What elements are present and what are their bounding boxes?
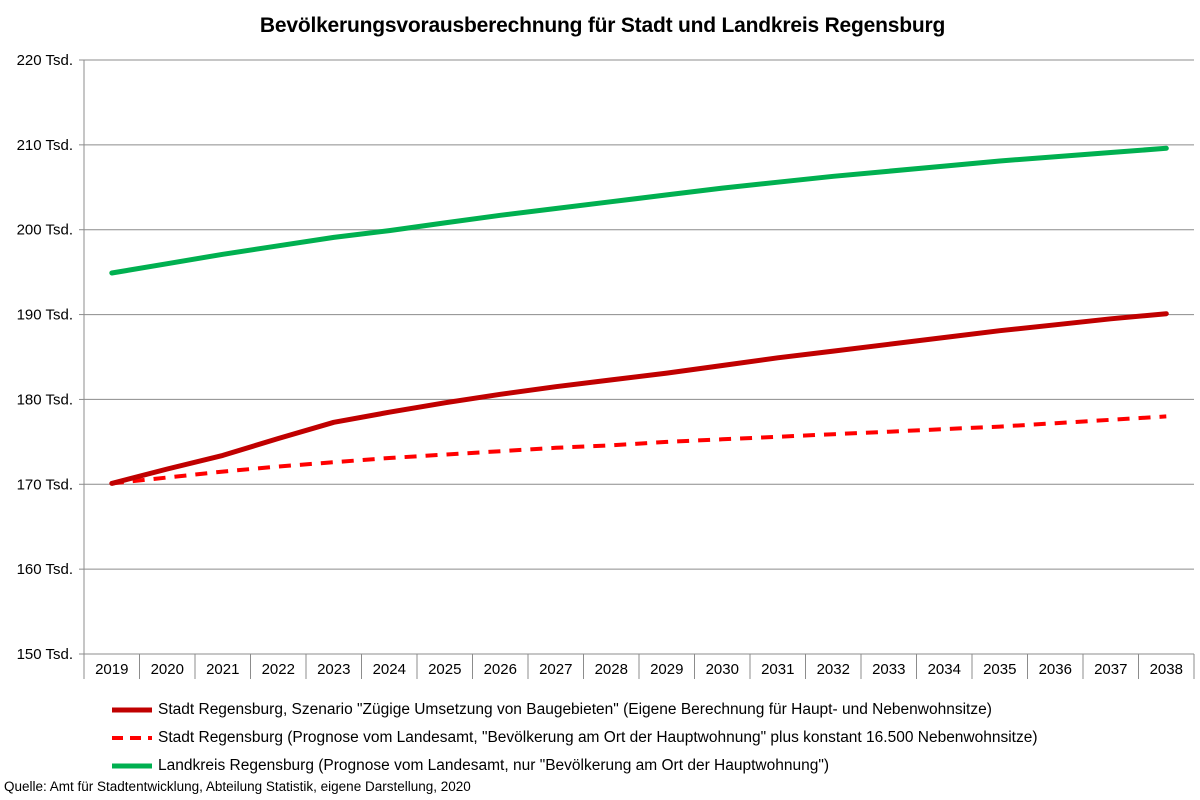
x-tick-label: 2033	[872, 661, 905, 678]
x-tick-label: 2035	[983, 661, 1016, 678]
x-tick-label: 2038	[1150, 661, 1183, 678]
x-tick-label: 2022	[262, 661, 295, 678]
x-tick-label: 2026	[484, 661, 517, 678]
x-tick-label: 2023	[317, 661, 350, 678]
x-tick-label: 2029	[650, 661, 683, 678]
x-tick-label: 2027	[539, 661, 572, 678]
series-line-1	[111, 414, 1167, 486]
x-tick-label: 2030	[706, 661, 739, 678]
legend-line-dashed-red	[112, 736, 152, 740]
y-tick-label: 150 Tsd.	[17, 646, 73, 663]
x-tick-label: 2021	[206, 661, 239, 678]
y-tick-label: 190 Tsd.	[17, 307, 73, 324]
y-tick-label: 210 Tsd.	[17, 137, 73, 154]
x-tick-label: 2034	[928, 661, 961, 678]
legend-label: Landkreis Regensburg (Prognose vom Lande…	[158, 757, 829, 774]
series-lines	[109, 145, 1169, 486]
series-line-2	[109, 145, 1169, 276]
y-tick-label: 180 Tsd.	[17, 391, 73, 408]
x-tick-label: 2037	[1094, 661, 1127, 678]
x-tick-label: 2036	[1039, 661, 1072, 678]
x-tick-label: 2025	[428, 661, 461, 678]
source-note: Quelle: Amt für Stadtentwicklung, Abteil…	[4, 779, 471, 794]
chart-title: Bevölkerungsvorausberechnung für Stadt u…	[259, 14, 946, 37]
y-tick-label: 160 Tsd.	[17, 561, 73, 578]
y-tick-label: 220 Tsd.	[17, 52, 73, 69]
x-tick-label: 2019	[95, 661, 128, 678]
x-tick-label: 2031	[761, 661, 794, 678]
legend-label: Stadt Regensburg, Szenario "Zügige Umset…	[158, 701, 992, 718]
grid-lines	[84, 59, 1194, 570]
y-tick-label: 170 Tsd.	[17, 476, 73, 493]
series-line-0	[109, 311, 1169, 486]
legend-line-solid-green	[112, 763, 152, 769]
legend-line-solid-darkred	[112, 707, 152, 713]
legend-label: Stadt Regensburg (Prognose vom Landesamt…	[158, 729, 1038, 746]
axes: 150 Tsd. 160 Tsd. 170 Tsd. 180 Tsd. 190 Tsd.…	[17, 52, 1195, 679]
x-tick-label: 2024	[373, 661, 406, 678]
x-tick-label: 2020	[151, 661, 184, 678]
x-tick-label: 2032	[817, 661, 850, 678]
y-tick-label: 200 Tsd.	[17, 222, 73, 239]
x-tick-label: 2028	[595, 661, 628, 678]
